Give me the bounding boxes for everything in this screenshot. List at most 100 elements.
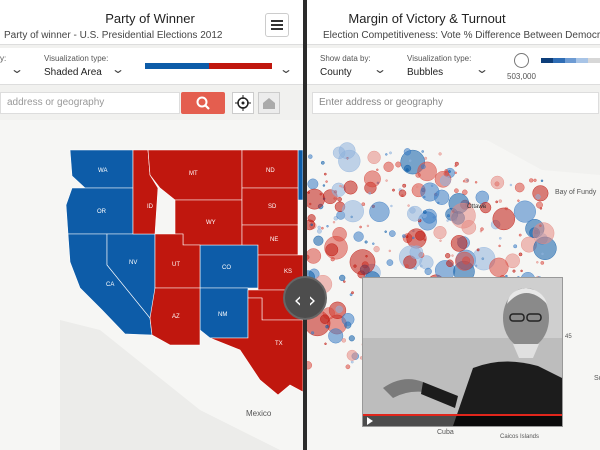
county-bubble[interactable]	[366, 224, 370, 228]
county-bubble[interactable]	[385, 179, 388, 182]
county-bubble[interactable]	[421, 213, 427, 219]
county-bubble[interactable]	[450, 235, 468, 252]
county-bubble[interactable]	[328, 328, 344, 344]
county-bubble[interactable]	[326, 224, 329, 228]
left-map-pane[interactable]: WA OR CA NV ID MT WY UT AZ CO NM ND SD N…	[0, 0, 303, 450]
county-bubble[interactable]	[535, 194, 541, 200]
right-search-input[interactable]: Enter address or geography	[312, 92, 599, 114]
county-bubble[interactable]	[420, 164, 426, 170]
county-bubble[interactable]	[477, 192, 480, 195]
county-bubble[interactable]	[498, 244, 501, 248]
county-bubble[interactable]	[447, 170, 451, 174]
county-bubble[interactable]	[462, 189, 468, 196]
county-bubble[interactable]	[532, 185, 549, 202]
county-bubble[interactable]	[373, 246, 380, 253]
county-bubble[interactable]	[341, 312, 355, 326]
county-bubble[interactable]	[384, 230, 387, 233]
county-bubble[interactable]	[529, 178, 534, 183]
county-bubble[interactable]	[307, 178, 319, 190]
county-bubble[interactable]	[444, 169, 448, 173]
county-bubble[interactable]	[420, 182, 440, 202]
county-bubble[interactable]	[518, 233, 522, 237]
county-bubble[interactable]	[517, 199, 520, 202]
county-bubble[interactable]	[405, 168, 409, 172]
county-bubble[interactable]	[313, 235, 324, 246]
county-bubble[interactable]	[343, 280, 346, 283]
county-bubble[interactable]	[498, 236, 502, 240]
county-bubble[interactable]	[332, 227, 347, 242]
county-bubble[interactable]	[520, 269, 523, 273]
county-bubble[interactable]	[417, 161, 437, 182]
county-bubble[interactable]	[337, 196, 342, 202]
county-bubble[interactable]	[424, 156, 428, 160]
county-bubble[interactable]	[536, 201, 543, 209]
county-bubble[interactable]	[310, 331, 315, 335]
left-search-input[interactable]: address or geography	[0, 92, 180, 114]
county-bubble[interactable]	[335, 305, 343, 313]
county-bubble[interactable]	[343, 180, 358, 195]
county-bubble[interactable]	[316, 228, 322, 234]
county-bubble[interactable]	[480, 202, 492, 214]
county-bubble[interactable]	[368, 191, 372, 195]
county-bubble[interactable]	[489, 257, 509, 277]
county-bubble[interactable]	[395, 161, 402, 168]
county-bubble[interactable]	[419, 264, 423, 268]
county-bubble[interactable]	[474, 181, 478, 184]
county-bubble[interactable]	[349, 293, 353, 297]
county-bubble[interactable]	[476, 248, 480, 252]
county-bubble[interactable]	[325, 243, 339, 257]
county-bubble[interactable]	[451, 254, 454, 257]
county-bubble[interactable]	[325, 180, 328, 183]
county-bubble[interactable]	[498, 199, 503, 203]
home-button[interactable]	[258, 92, 280, 114]
county-bubble[interactable]	[348, 335, 355, 342]
county-bubble[interactable]	[512, 269, 516, 273]
county-bubble[interactable]	[495, 200, 498, 204]
chevron-down-icon[interactable]: ⌄	[9, 62, 25, 76]
county-bubble[interactable]	[540, 261, 545, 265]
county-bubble[interactable]	[341, 338, 346, 343]
county-bubble[interactable]	[454, 164, 457, 168]
chevron-down-icon[interactable]: ⌄	[110, 62, 126, 76]
county-bubble[interactable]	[433, 225, 447, 239]
county-bubble[interactable]	[423, 195, 426, 199]
chevron-down-icon[interactable]: ⌄	[278, 62, 294, 76]
county-bubble[interactable]	[492, 207, 516, 231]
county-bubble[interactable]	[317, 225, 321, 230]
county-bubble[interactable]	[330, 257, 335, 262]
county-bubble[interactable]	[421, 150, 424, 153]
county-bubble[interactable]	[445, 253, 451, 259]
county-bubble[interactable]	[392, 188, 395, 192]
county-bubble[interactable]	[532, 222, 555, 244]
county-bubble[interactable]	[423, 210, 427, 214]
county-bubble[interactable]	[454, 188, 459, 193]
county-bubble[interactable]	[339, 274, 346, 282]
county-bubble[interactable]	[540, 179, 544, 183]
visualization-type-value[interactable]: Bubbles	[407, 67, 444, 78]
video-progress[interactable]	[363, 414, 562, 416]
county-bubble[interactable]	[464, 177, 470, 183]
locate-button[interactable]	[232, 92, 254, 114]
county-bubble[interactable]	[405, 235, 409, 239]
county-bubble[interactable]	[533, 178, 537, 182]
county-bubble[interactable]	[402, 183, 407, 188]
county-bubble[interactable]	[350, 360, 354, 364]
county-bubble[interactable]	[361, 202, 366, 206]
county-bubble[interactable]	[450, 202, 476, 229]
county-bubble[interactable]	[321, 226, 324, 230]
county-bubble[interactable]	[320, 314, 330, 324]
county-bubble[interactable]	[351, 291, 354, 295]
county-bubble[interactable]	[446, 219, 449, 222]
county-bubble[interactable]	[438, 152, 442, 156]
county-bubble[interactable]	[415, 185, 419, 189]
county-bubble[interactable]	[424, 267, 432, 276]
county-bubble[interactable]	[310, 223, 313, 227]
county-bubble[interactable]	[383, 161, 394, 172]
county-bubble[interactable]	[364, 240, 368, 244]
county-bubble[interactable]	[407, 205, 423, 222]
county-bubble[interactable]	[388, 249, 392, 253]
county-bubble[interactable]	[385, 153, 388, 156]
county-bubble[interactable]	[364, 170, 381, 188]
county-bubble[interactable]	[372, 242, 375, 245]
county-bubble[interactable]	[513, 200, 536, 223]
